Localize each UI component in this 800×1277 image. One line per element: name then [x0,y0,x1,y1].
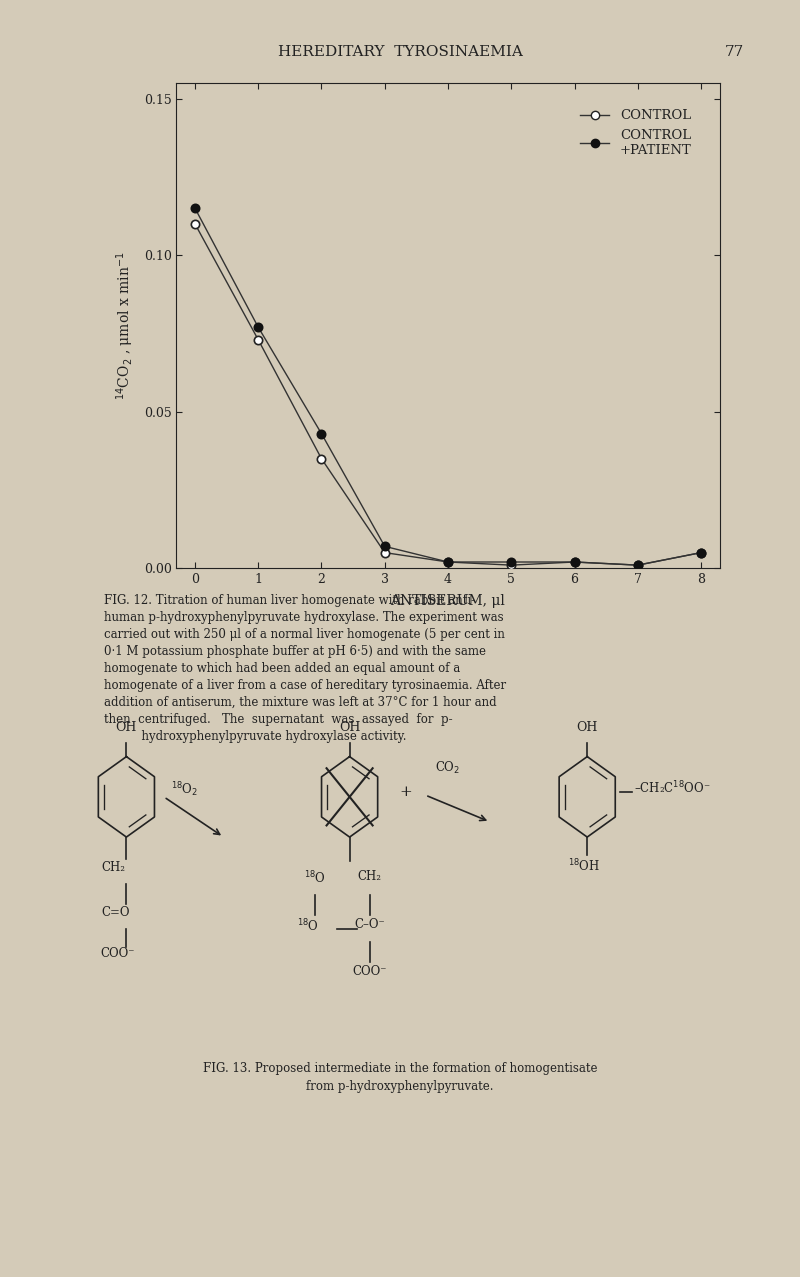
Text: $^{18}$O$_2$: $^{18}$O$_2$ [171,780,198,799]
Text: OH: OH [577,722,598,734]
Text: COO⁻: COO⁻ [353,965,387,978]
Text: FIG. 13. Proposed intermediate in the formation of homogentisate
from p-hydroxyp: FIG. 13. Proposed intermediate in the fo… [202,1062,598,1093]
Text: $^{18}$OH: $^{18}$OH [567,858,600,875]
Text: HEREDITARY  TYROSINAEMIA: HEREDITARY TYROSINAEMIA [278,45,522,59]
X-axis label: ANTISERUM, μl: ANTISERUM, μl [390,595,506,608]
Text: FIG. 12. Titration of human liver homogenate with rabbit anti-
human p-hydroxyph: FIG. 12. Titration of human liver homoge… [104,594,506,743]
Text: COO⁻: COO⁻ [101,948,135,960]
Text: CH₂: CH₂ [102,861,126,875]
Text: –CH₂C$^{18}$OO⁻: –CH₂C$^{18}$OO⁻ [634,780,710,796]
Text: OH: OH [116,722,137,734]
Text: C=O: C=O [102,905,130,919]
Text: C–O⁻: C–O⁻ [354,917,385,931]
Text: 77: 77 [725,45,744,59]
Text: +: + [399,785,412,799]
Text: CO$_2$: CO$_2$ [434,760,460,776]
Text: $^{18}$O: $^{18}$O [297,917,319,933]
Y-axis label: $^{14}$CO$_2$ , μmol x min$^{-1}$: $^{14}$CO$_2$ , μmol x min$^{-1}$ [114,252,136,400]
Text: $^{18}$O: $^{18}$O [304,870,326,886]
Text: CH₂: CH₂ [358,870,382,884]
Text: OH: OH [339,722,360,734]
Legend: CONTROL, CONTROL
+PATIENT: CONTROL, CONTROL +PATIENT [575,105,697,162]
